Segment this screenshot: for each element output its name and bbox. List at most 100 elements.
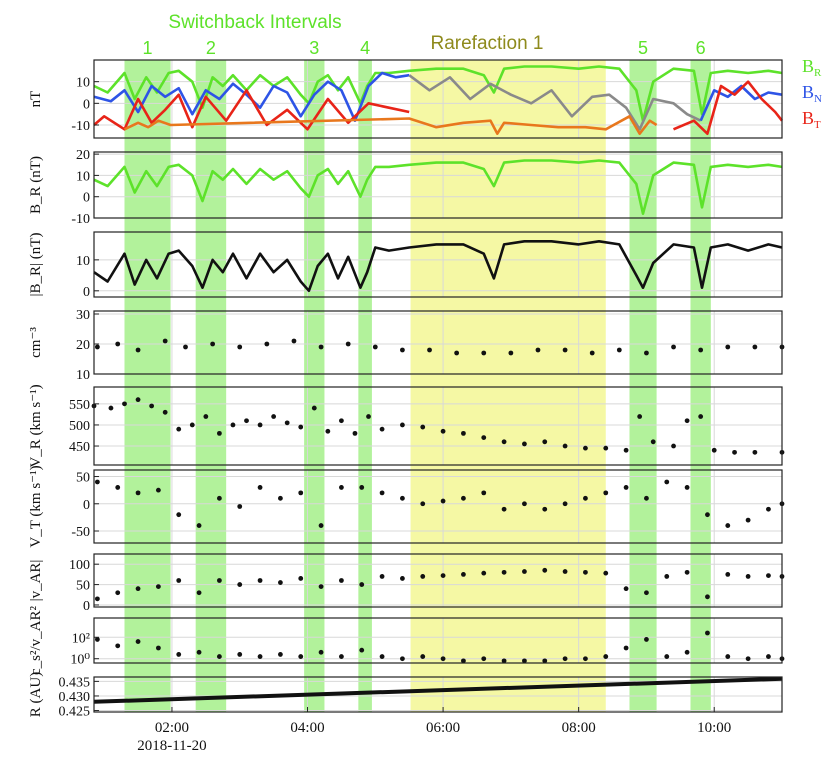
data-point-vr [298,424,304,430]
data-point-vr [162,409,168,415]
data-point-vr [352,430,358,436]
data-point-vt [745,517,751,523]
data-point-beta [684,649,690,655]
series-line-B_N_grey [408,74,702,131]
data-point-vr [325,428,331,434]
data-point-vt [135,490,141,496]
data-point-beta [501,658,507,664]
data-point-vt [318,523,324,528]
y-axis-label-text-r: R (AU) [28,672,44,717]
data-point-beta [318,649,324,655]
y-tick-label-b-radial: 0 [83,191,90,206]
x-tick-label: 04:00 [290,720,324,736]
data-point-density [725,344,731,350]
data-point-vt [339,485,344,490]
y-axis-label-text-beta: c_s²/v_AR² [28,606,44,675]
rarefaction-band [410,60,606,712]
data-point-va [257,578,263,583]
panel-frame-b-components [93,59,783,139]
data-point-beta [420,654,426,659]
y-tick-label-vr: 550 [69,398,90,413]
data-point-density [427,347,432,353]
panel-frame-density [93,310,783,375]
data-point-va [155,584,161,590]
data-point-vr [623,447,629,453]
switchback-number-2: 2 [206,38,216,58]
y-tick-label-b-radial-magnitude: 10 [76,254,90,269]
y-axis-label-beta: c_s²/v_AR² [28,606,44,675]
axes: 100-1020100-10100302010550500450500-5010… [59,76,732,754]
data-point-vt [155,487,161,493]
data-point-density [291,338,297,344]
data-point-density [671,344,676,350]
y-tick-label-r: 0.435 [59,675,91,690]
switchback-number-3: 3 [309,38,319,58]
data-point-vr [637,414,643,419]
data-point-vr [501,439,507,445]
data-point-vt [359,485,365,490]
data-point-va [237,582,243,587]
data-point-beta [725,654,731,659]
data-point-va [318,584,324,590]
data-point-vt [440,498,446,504]
data-point-vt [237,504,243,509]
panel-frame-beta [93,617,783,664]
data-point-vr [339,418,344,424]
data-point-vt [176,512,182,518]
switchback-band-6 [690,60,711,712]
data-point-va [745,574,751,579]
data-point-beta [623,645,629,651]
data-point-vr [481,435,487,440]
data-point-va [501,569,507,575]
data-point-vt [644,495,649,501]
data-point-vr [244,418,249,424]
y-axis-label-b-radial-magnitude: |B_R| (nT) [28,233,44,297]
data-point-vt [379,490,385,496]
y-tick-label-r: 0.425 [59,705,91,720]
data-point-va [562,569,568,574]
data-point-beta [745,656,751,662]
data-point-density [562,347,568,353]
data-point-va [135,586,141,592]
data-point-va [440,573,446,579]
data-point-vr [176,426,182,432]
y-axis-label-text-vt: V_T (km s⁻¹) [28,465,44,547]
data-point-beta [359,647,365,653]
data-point-density [183,344,188,350]
data-point-vt [542,506,548,512]
legend-BR: BR [802,56,822,79]
data-point-vt [583,495,588,501]
switchback-band-4 [358,60,372,712]
y-tick-label-vt: 0 [83,498,90,513]
data-point-va [420,574,426,579]
data-point-va [461,571,466,577]
switchback-number-4: 4 [360,38,370,58]
y-axis-label-text-density: cm⁻³ [28,327,44,358]
data-point-density [318,344,324,350]
switchback-band-2 [195,60,227,712]
data-point-density [372,344,378,350]
legend-BT: BT [802,108,821,131]
data-point-va [196,590,202,596]
switchback-band-3 [304,60,325,712]
data-point-va [766,573,771,579]
data-point-va [684,569,690,575]
data-point-vt [298,490,304,496]
data-point-vr [698,414,704,419]
date-label: 2018-11-20 [137,738,206,754]
data-point-vr [671,443,676,449]
panel-frames [93,59,783,713]
data-point-va [94,596,100,602]
data-point-va [278,580,283,585]
data-point-density [698,347,704,353]
panel-frame-vr [93,386,783,466]
data-point-vr [257,422,263,428]
switchback-number-1: 1 [143,38,153,58]
data-point-vr [542,439,548,445]
data-point-beta [339,654,344,659]
data-point-va [542,567,548,573]
data-point-beta [237,652,243,657]
y-axis-label-density: cm⁻³ [28,327,44,358]
data-point-density [508,350,514,356]
data-point-va [339,578,344,583]
